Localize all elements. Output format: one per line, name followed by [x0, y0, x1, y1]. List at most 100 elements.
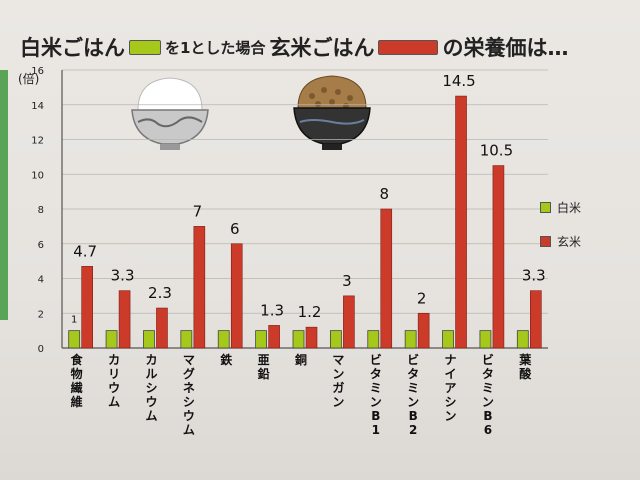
x-label-10-char-3: シ: [445, 395, 457, 409]
bar-brown-12: [530, 290, 542, 349]
x-label-7-char-0: マ: [332, 353, 344, 367]
x-label-6-char-0: 銅: [294, 352, 307, 367]
x-label-0-char-0: 食: [70, 352, 84, 367]
data-label-brown-10: 14.5: [442, 72, 475, 90]
x-label-2-char-1: ル: [145, 367, 157, 381]
data-label-brown-12: 3.3: [522, 267, 546, 285]
bar-brown-7: [343, 295, 355, 349]
bar-white-0: [68, 330, 81, 349]
x-label-5-char-1: 鉛: [257, 366, 270, 381]
data-label-brown-7: 3: [342, 272, 352, 290]
x-label-3-char-3: シ: [183, 395, 195, 409]
chart-title: 白米ごはん を1とした場合 玄米ごはん の栄養価は…: [20, 30, 568, 64]
x-label-1-char-3: ム: [108, 395, 120, 409]
x-label-9-char-5: 2: [409, 423, 417, 437]
bar-brown-9: [417, 312, 430, 349]
x-label-4-char-0: 鉄: [220, 352, 232, 367]
y-tick-label-0: 0: [38, 344, 44, 355]
x-label-8-char-4: B: [371, 409, 380, 423]
x-label-11-char-2: ミ: [482, 381, 494, 395]
x-label-12-char-0: 葉: [518, 352, 532, 367]
x-label-0-char-2: 繊: [71, 380, 83, 395]
x-label-8-char-5: 1: [372, 423, 380, 437]
x-label-9-char-1: タ: [407, 367, 419, 381]
bar-white-5: [255, 330, 268, 349]
y-tick-label-6: 6: [38, 240, 44, 251]
x-label-8-char-3: ン: [370, 395, 382, 409]
x-label-1-char-0: カ: [108, 353, 120, 367]
data-label-brown-9: 2: [417, 289, 427, 307]
legend-item-white: 白米: [540, 190, 581, 224]
bar-white-2: [143, 330, 155, 349]
bar-white-4: [217, 330, 230, 349]
y-tick-label-4: 4: [38, 275, 44, 286]
white-rice-bowl-icon: [131, 77, 209, 150]
x-label-2-char-3: ウ: [145, 395, 157, 409]
title-white-rice: 白米ごはん: [20, 36, 125, 60]
data-label-brown-1: 3.3: [111, 267, 135, 285]
bar-white-7: [329, 330, 342, 349]
x-label-9-char-0: ビ: [407, 352, 419, 367]
x-label-3-char-0: マ: [183, 353, 195, 367]
x-label-10-char-4: ン: [445, 409, 457, 423]
x-label-10-char-2: ア: [445, 381, 457, 395]
x-label-0-char-1: 物: [71, 366, 83, 381]
x-label-12-char-1: 酸: [519, 366, 532, 381]
legend: 白米 玄米: [540, 190, 581, 258]
x-label-7-char-3: ン: [332, 395, 344, 409]
legend-swatch-brown: [540, 235, 551, 247]
data-label-brown-0: 4.7: [73, 242, 97, 260]
bar-white-6: [292, 330, 305, 349]
side-accent-strip: [0, 70, 8, 320]
bar-white-12: [516, 330, 529, 349]
x-label-3-char-4: ウ: [183, 409, 195, 423]
bar-brown-6: [305, 326, 318, 349]
x-label-9-char-2: ミ: [407, 381, 419, 395]
bar-brown-1: [118, 290, 131, 349]
x-label-11-char-1: タ: [482, 367, 494, 381]
bar-brown-0: [81, 266, 93, 349]
x-label-3-char-1: グ: [183, 366, 195, 381]
y-tick-label-16: 16: [31, 66, 44, 77]
x-label-2-char-0: カ: [145, 353, 157, 367]
legend-swatch-white: [540, 201, 551, 213]
title-brown-rice: 玄米ごはん: [269, 36, 375, 60]
title-relative-note: を1とした場合: [165, 38, 266, 57]
y-tick-label-10: 10: [31, 170, 44, 181]
y-tick-label-8: 8: [38, 205, 44, 216]
x-label-10-char-0: ナ: [445, 353, 457, 367]
x-label-9-char-3: ン: [407, 395, 419, 409]
bar-white-10: [442, 330, 454, 349]
bar-white-11: [479, 330, 492, 349]
x-label-11-char-4: B: [483, 409, 492, 423]
legend-label-white: 白米: [557, 200, 582, 215]
x-label-11-char-0: ビ: [482, 352, 494, 367]
x-label-8-char-1: タ: [370, 367, 382, 381]
bar-brown-11: [492, 165, 505, 349]
x-label-1-char-1: リ: [108, 367, 120, 381]
x-label-7-char-1: ン: [332, 367, 344, 381]
data-label-brown-4: 6: [230, 220, 240, 238]
x-label-7-char-2: ガ: [332, 380, 344, 395]
bar-white-9: [404, 330, 417, 349]
x-label-5-char-0: 亜: [258, 353, 270, 367]
bar-brown-4: [230, 243, 243, 349]
bar-white-1: [105, 330, 118, 349]
bar-brown-2: [156, 307, 168, 349]
data-label-brown-6: 1.2: [298, 303, 322, 321]
y-tick-label-12: 12: [31, 136, 44, 147]
title-brown-swatch: [378, 39, 439, 55]
x-label-3-char-2: ネ: [183, 381, 195, 395]
data-label-brown-8: 8: [379, 185, 389, 203]
x-label-9-char-4: B: [409, 409, 418, 423]
x-label-8-char-2: ミ: [370, 381, 382, 395]
legend-label-brown: 玄米: [557, 234, 582, 249]
title-white-swatch: [129, 39, 161, 55]
y-axis-unit: (倍): [18, 72, 40, 86]
x-label-2-char-4: ム: [145, 409, 157, 423]
title-nutrition: の栄養価は…: [442, 36, 569, 60]
x-label-11-char-5: 6: [484, 423, 492, 437]
x-label-11-char-3: ン: [482, 395, 494, 409]
bar-brown-3: [193, 226, 206, 349]
